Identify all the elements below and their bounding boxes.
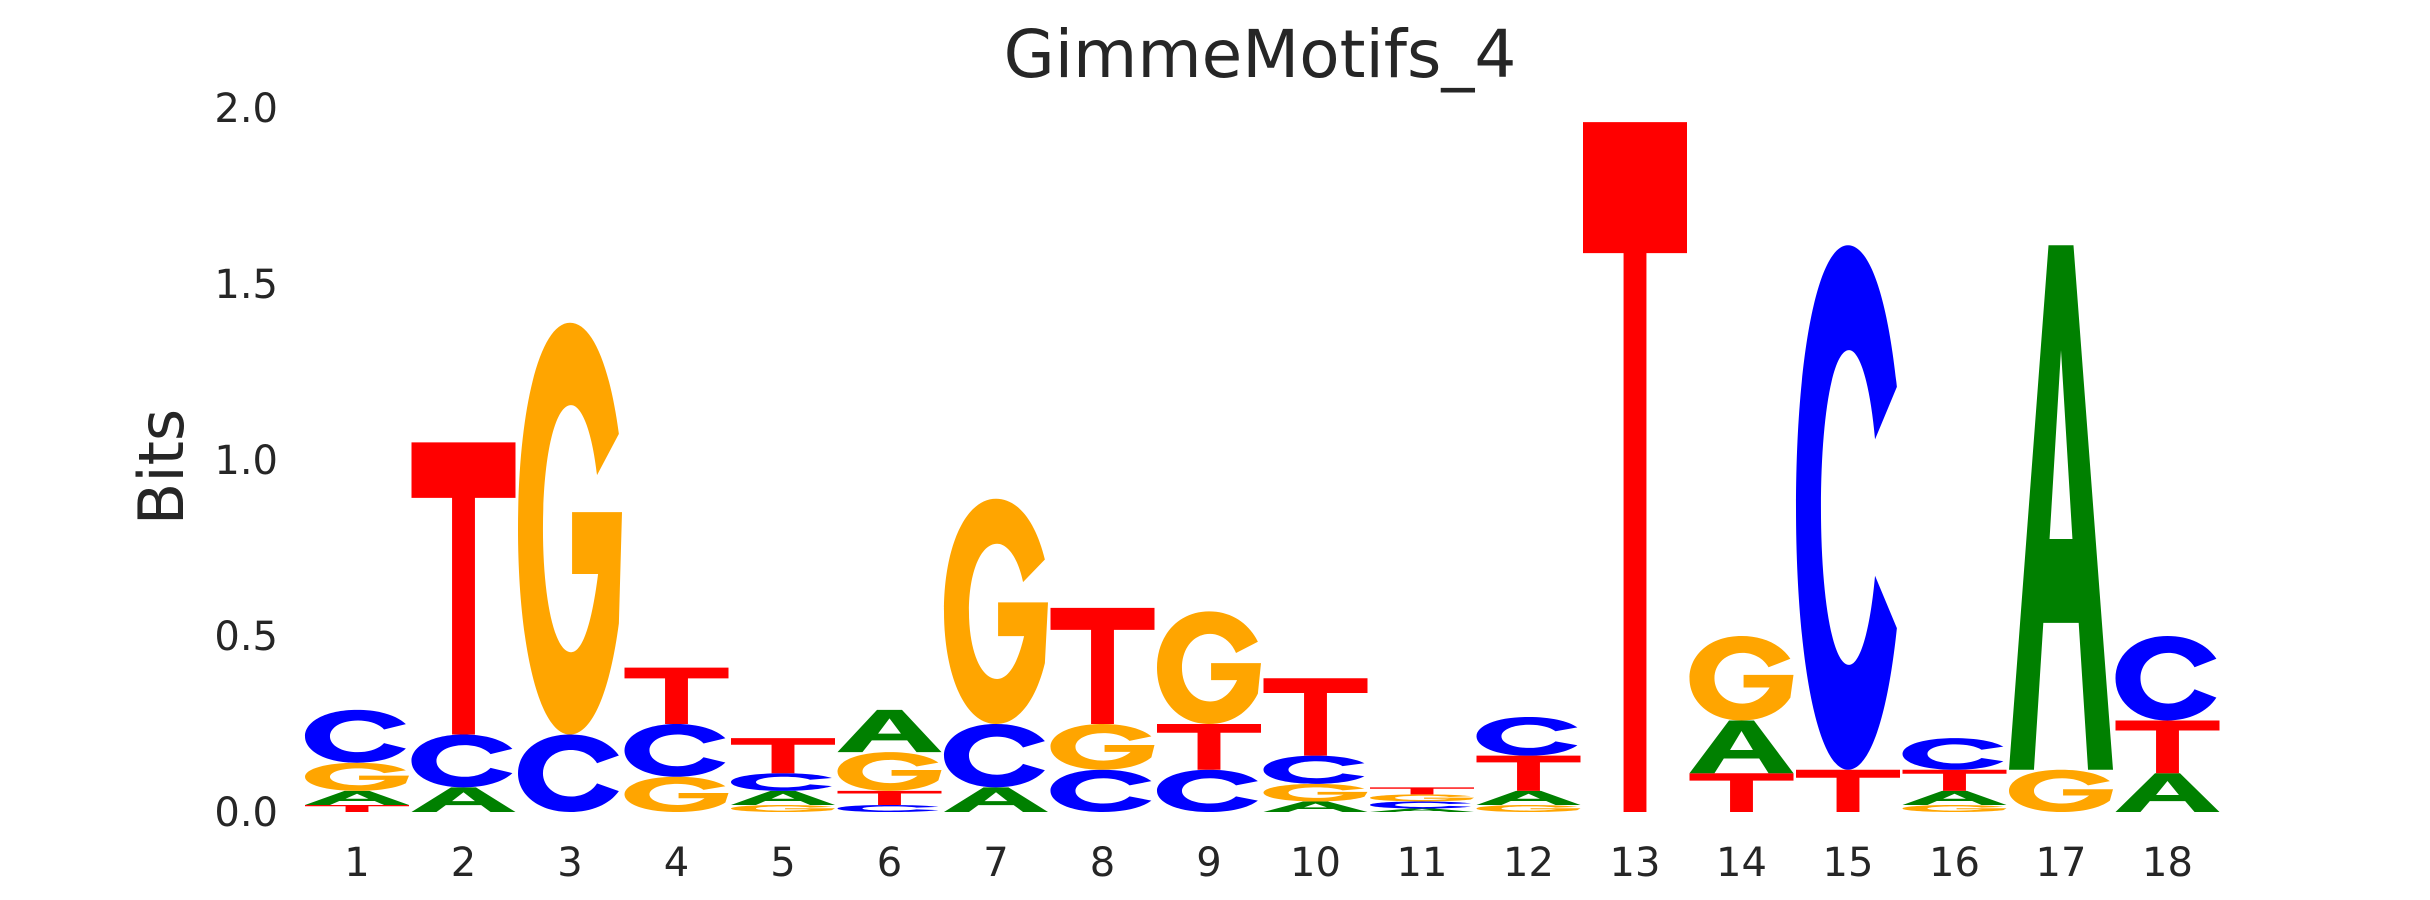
logo-letter-g	[1689, 636, 1794, 721]
logo-letter-c	[1370, 801, 1471, 809]
logo-letter-c	[837, 804, 939, 812]
x-tick-label: 11	[1397, 840, 1448, 886]
x-tick-label: 17	[2036, 840, 2087, 886]
x-tick-label: 4	[664, 840, 689, 886]
logo-letter-t	[1263, 678, 1368, 756]
logo-letter-c	[1902, 738, 2004, 770]
x-tick-label: 7	[983, 840, 1008, 886]
logo-letter-a	[1689, 720, 1794, 774]
logo-letter-g	[731, 804, 835, 812]
logo-letter-t	[1157, 724, 1261, 770]
logo-letter-c	[1263, 755, 1365, 784]
logo-letter-g	[624, 776, 729, 812]
logo-letter-g	[1050, 724, 1155, 770]
logo-letter-t	[1583, 122, 1687, 812]
y-tick-label: 2.0	[214, 86, 278, 132]
logo-letter-c	[731, 773, 832, 791]
logo-letter-t	[837, 790, 942, 805]
x-tick-label: 2	[451, 840, 476, 886]
logo-letter-c	[2115, 636, 2217, 721]
x-tick-label: 14	[1716, 840, 1767, 886]
logo-letter-a	[305, 790, 409, 805]
x-tick-label: 12	[1503, 840, 1554, 886]
logo-letter-t	[1689, 773, 1794, 813]
logo-letter-t	[1050, 607, 1155, 724]
logo-letter-c	[411, 734, 513, 788]
logo-letter-c	[944, 724, 1045, 788]
x-tick-label: 8	[1090, 840, 1115, 886]
y-tick-label: 0.0	[214, 790, 278, 836]
x-tick-label: 3	[557, 840, 582, 886]
logo-letter-g	[944, 498, 1048, 724]
logo-letter-c	[1050, 769, 1152, 812]
logo-letter-a	[1263, 801, 1368, 812]
logo-letter-a	[1476, 790, 1581, 805]
x-tick-label: 9	[1196, 840, 1221, 886]
logo-letter-c	[1796, 245, 1897, 770]
x-tick-label: 1	[344, 840, 369, 886]
logo-letter-g	[305, 762, 409, 791]
x-tick-label: 18	[2142, 840, 2193, 886]
logo-letter-t	[624, 667, 729, 724]
logo-letter-g	[1476, 804, 1581, 812]
logo-letter-a	[411, 787, 516, 812]
x-tick-label: 13	[1610, 840, 1661, 886]
logo-letter-t	[1476, 755, 1581, 791]
logo-letter-c	[1157, 769, 1258, 812]
logo-letter-t	[731, 738, 835, 774]
logo-letter-t	[305, 804, 409, 812]
y-tick-label: 0.5	[214, 614, 278, 660]
x-tick-label: 5	[770, 840, 795, 886]
chart-title: GimmeMotifs_4	[1004, 16, 1517, 93]
logo-letter-a	[2009, 245, 2113, 770]
logo-letter-a	[1370, 808, 1474, 812]
logo-letter-c	[1476, 716, 1578, 756]
logo-letter-c	[518, 734, 619, 812]
logo-letter-g	[1370, 794, 1474, 802]
logo-letter-t	[1796, 769, 1900, 812]
y-tick-label: 1.0	[214, 438, 278, 484]
logo-letter-g	[1263, 783, 1368, 802]
logo-letter-a	[837, 709, 942, 753]
logo-letter-t	[1370, 787, 1474, 795]
y-tick-label: 1.5	[214, 262, 278, 308]
x-tick-label: 6	[877, 840, 902, 886]
logo-letter-t	[411, 442, 516, 735]
logo-letter-c	[624, 724, 726, 777]
y-axis-ticks: 0.0 0.5 1.0 1.5 2.0	[214, 86, 278, 836]
x-tick-label: 16	[1929, 840, 1980, 886]
logo-letter-g	[1902, 804, 2007, 812]
logo-stacks	[305, 122, 2220, 813]
logo-letter-a	[2115, 773, 2220, 813]
logo-letter-c	[305, 709, 406, 763]
x-tick-label: 15	[1823, 840, 1874, 886]
y-axis-label: Bits	[125, 409, 198, 525]
logo-letter-t	[1902, 769, 2007, 791]
x-axis-ticks: 1 2 3 4 5 6 7 8 9 10 11 12 13 14 15 16 17 18	[344, 840, 2193, 886]
logo-letter-g	[1157, 611, 1261, 724]
logo-letter-g	[2009, 769, 2113, 812]
logo-letter-a	[731, 790, 835, 805]
logo-letter-a	[944, 787, 1048, 812]
x-tick-label: 10	[1290, 840, 1341, 886]
logo-letter-g	[837, 752, 942, 791]
logo-letter-a	[1902, 790, 2007, 805]
logo-letter-g	[518, 322, 622, 735]
logo-letter-t	[2115, 720, 2220, 774]
